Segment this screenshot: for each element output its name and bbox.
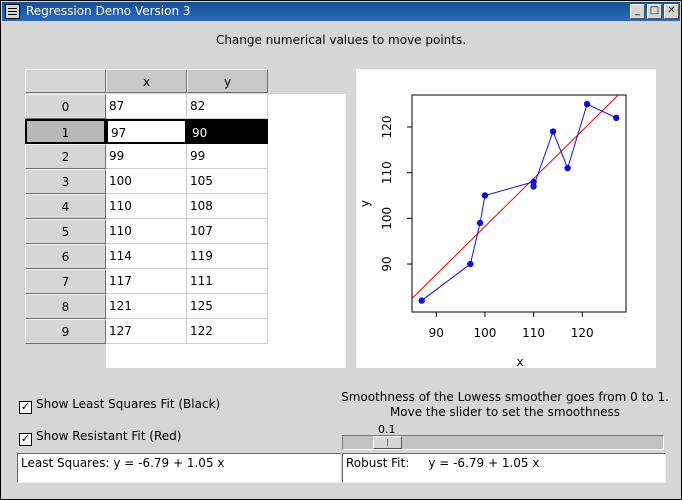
plot-panel: 90 100 110 120 90 100 110 120 x y: [356, 69, 656, 369]
x-tick-label: 100: [474, 326, 497, 340]
data-point: [530, 183, 537, 190]
cell-y[interactable]: 122: [187, 319, 268, 344]
row-header[interactable]: 9: [25, 319, 106, 344]
checkbox-box[interactable]: ✓: [19, 432, 32, 446]
data-point: [613, 114, 620, 122]
y-tick-label: 120: [380, 116, 394, 139]
cell-x[interactable]: 100: [106, 169, 187, 194]
data-point: [481, 192, 489, 199]
plot-frame: [411, 94, 627, 313]
cell-y[interactable]: 82: [187, 94, 268, 119]
cell-y[interactable]: 125: [187, 294, 268, 319]
slider-thumb[interactable]: [373, 436, 402, 449]
row-header[interactable]: 3: [25, 169, 106, 194]
lowess-line: [421, 103, 617, 301]
minimize-button[interactable]: _: [630, 4, 645, 19]
cell-x[interactable]: 110: [106, 219, 187, 244]
least-squares-output: Least Squares: y = -6.79 + 1.05 x: [17, 453, 341, 483]
scatter-plot: 90 100 110 120 90 100 110 120 x y: [358, 94, 627, 369]
window-title: Regression Demo Version 3: [26, 4, 191, 18]
row-header[interactable]: 6: [25, 244, 106, 269]
y-tick-label: 100: [380, 207, 394, 230]
row-header[interactable]: 1: [25, 119, 106, 144]
cell-x[interactable]: 97: [106, 119, 187, 144]
column-header-y[interactable]: y: [187, 69, 268, 93]
x-tick-label: 90: [429, 326, 444, 340]
cell-x[interactable]: 99: [106, 144, 187, 169]
maximize-button[interactable]: □: [647, 4, 662, 19]
resistant-fit-label: Show Resistant Fit (Red): [36, 429, 182, 443]
data-point: [549, 128, 557, 135]
x-tick-label: 110: [522, 326, 545, 340]
data-point: [418, 297, 425, 304]
data-point: [583, 100, 591, 108]
cell-y[interactable]: 108: [187, 194, 268, 219]
cell-y[interactable]: 111: [187, 269, 268, 294]
cell-x[interactable]: 117: [106, 269, 187, 294]
row-header[interactable]: 8: [25, 294, 106, 319]
smoothness-text-1: Smoothness of the Lowess smoother goes f…: [341, 390, 669, 404]
cell-y[interactable]: 99: [187, 144, 268, 169]
least-squares-label: Show Least Squares Fit (Black): [36, 397, 221, 411]
resistant-fit-checkbox[interactable]: ✓ Show Resistant Fit (Red): [19, 429, 181, 446]
row-header[interactable]: 4: [25, 194, 106, 219]
cell-x[interactable]: 127: [106, 319, 187, 344]
row-header[interactable]: 0: [25, 94, 106, 119]
cell-y[interactable]: 90: [187, 119, 268, 144]
cell-y[interactable]: 107: [187, 219, 268, 244]
data-point: [467, 260, 474, 268]
robust-fit-output: Robust Fit: y = -6.79 + 1.05 x: [342, 453, 666, 483]
y-tick-label: 110: [380, 161, 394, 184]
slider-value: 0.1: [378, 423, 396, 436]
row-header[interactable]: 5: [25, 219, 106, 244]
window-menu-icon[interactable]: [5, 4, 20, 19]
smoothness-text-2: Move the slider to set the smoothness: [389, 405, 621, 419]
data-point: [476, 219, 484, 227]
data-point: [530, 178, 537, 185]
cell-y[interactable]: 119: [187, 244, 268, 269]
table-corner: [25, 69, 106, 93]
cell-x[interactable]: 110: [106, 194, 187, 219]
y-tick-label: 90: [380, 256, 394, 271]
y-axis-label: y: [358, 200, 372, 207]
instruction-text: Change numerical values to move points.: [215, 33, 467, 47]
least-squares-checkbox[interactable]: ✓ Show Least Squares Fit (Black): [19, 397, 220, 414]
cell-y[interactable]: 105: [187, 169, 268, 194]
data-point: [564, 164, 571, 172]
cell-x[interactable]: 114: [106, 244, 187, 269]
row-header[interactable]: 7: [25, 269, 106, 294]
close-button[interactable]: ✕: [664, 4, 679, 19]
cell-x[interactable]: 87: [106, 94, 187, 119]
column-header-x[interactable]: x: [106, 69, 187, 93]
title-bar: Regression Demo Version 3 _ □ ✕: [2, 2, 680, 21]
x-tick-label: 120: [571, 326, 594, 340]
cell-x[interactable]: 121: [106, 294, 187, 319]
smoothness-description: Smoothness of the Lowess smoother goes f…: [340, 390, 670, 420]
row-header[interactable]: 2: [25, 144, 106, 169]
smoothness-slider[interactable]: [342, 435, 664, 450]
checkbox-box[interactable]: ✓: [19, 400, 32, 414]
fit-line: [412, 95, 620, 299]
x-axis-label: x: [516, 355, 523, 368]
